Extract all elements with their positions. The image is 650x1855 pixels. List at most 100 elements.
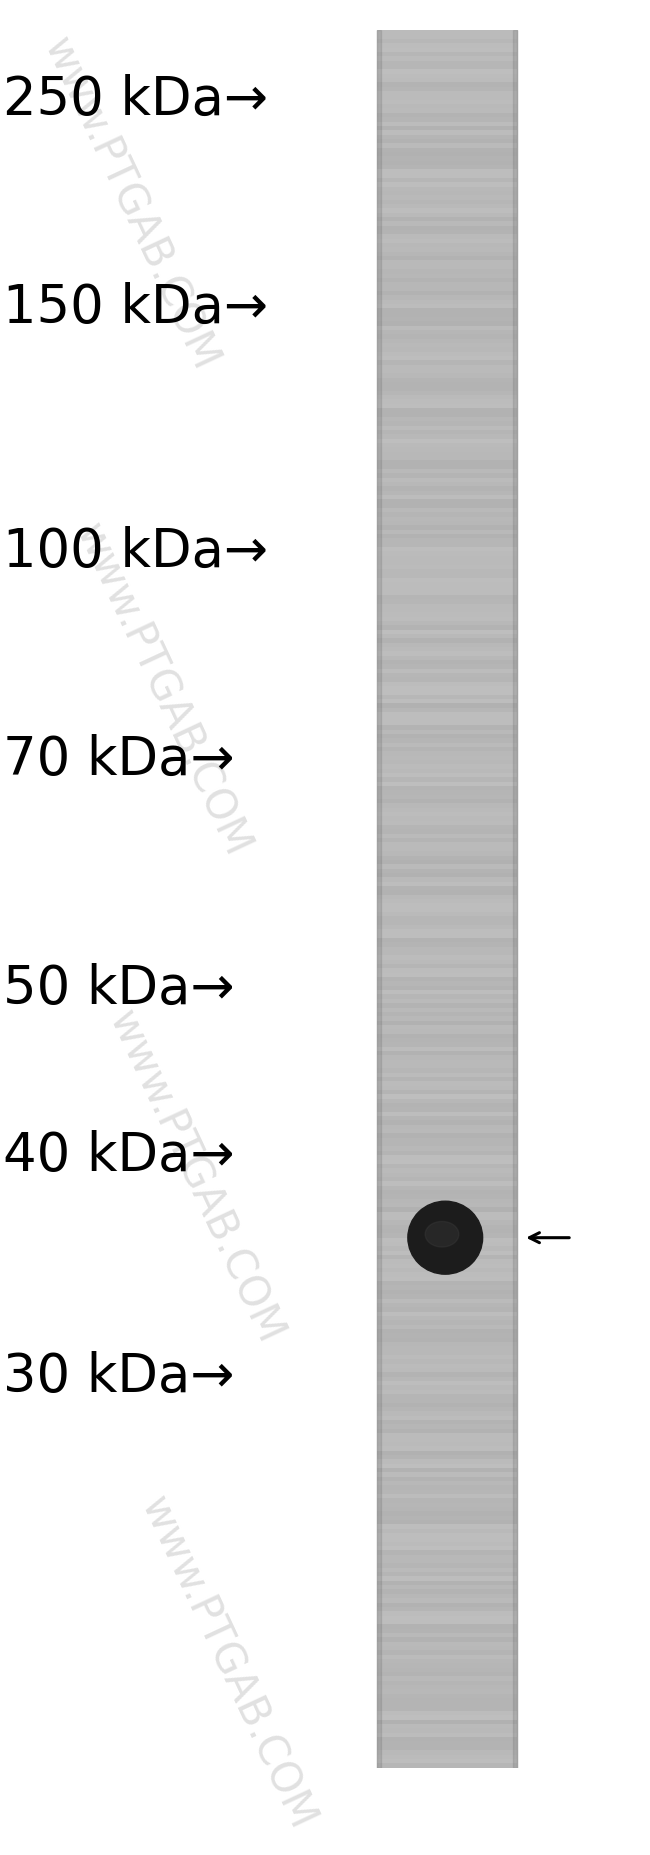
Bar — [377, 1593, 517, 1599]
Bar — [377, 1007, 517, 1011]
Bar — [377, 1542, 517, 1545]
Bar — [377, 1376, 517, 1380]
Bar — [377, 933, 517, 939]
Text: www.PTGAB.COM: www.PTGAB.COM — [99, 1004, 291, 1350]
Bar — [377, 43, 517, 48]
Bar — [377, 1243, 517, 1247]
Bar — [377, 1545, 517, 1551]
Bar — [377, 1078, 517, 1081]
Bar — [377, 1247, 517, 1250]
Bar — [377, 425, 517, 430]
Bar — [377, 117, 517, 122]
Bar — [377, 200, 517, 204]
Bar — [377, 1020, 517, 1024]
Bar — [377, 1486, 517, 1490]
Bar — [377, 256, 517, 260]
Bar — [377, 764, 517, 768]
Bar — [377, 1573, 517, 1577]
Bar — [377, 82, 517, 87]
Bar — [377, 642, 517, 647]
Bar — [377, 651, 517, 655]
Bar — [377, 1269, 517, 1273]
Bar — [377, 1363, 517, 1367]
Bar — [377, 638, 517, 642]
Bar — [377, 712, 517, 716]
Bar — [377, 1703, 517, 1707]
Bar — [377, 851, 517, 855]
Text: 150 kDa→: 150 kDa→ — [3, 282, 268, 334]
Bar — [377, 1506, 517, 1512]
Bar — [377, 39, 517, 43]
Bar — [377, 343, 517, 347]
Text: 100 kDa→: 100 kDa→ — [3, 525, 268, 577]
Bar — [377, 1746, 517, 1749]
Bar — [377, 1723, 517, 1729]
Bar — [377, 30, 517, 1768]
Bar — [377, 1059, 517, 1065]
Bar — [377, 1030, 517, 1033]
Bar — [377, 825, 517, 829]
Bar — [377, 404, 517, 408]
Bar — [377, 304, 517, 308]
Bar — [377, 890, 517, 894]
Bar — [377, 126, 517, 130]
Bar — [377, 477, 517, 482]
Bar — [377, 1263, 517, 1269]
Bar — [377, 1697, 517, 1703]
Bar — [377, 1434, 517, 1438]
Bar — [377, 1632, 517, 1638]
Bar — [377, 1460, 517, 1464]
Bar — [377, 395, 517, 399]
Bar — [377, 1629, 517, 1632]
Bar — [377, 952, 517, 955]
Bar — [377, 148, 517, 152]
Bar — [377, 230, 517, 234]
Bar — [377, 265, 517, 269]
Bar — [377, 505, 517, 508]
Bar — [377, 913, 517, 916]
Bar — [377, 252, 517, 256]
Bar — [377, 130, 517, 135]
Bar — [377, 1749, 517, 1755]
Bar — [377, 1146, 517, 1150]
Bar — [377, 382, 517, 386]
Bar — [377, 1586, 517, 1590]
Bar — [377, 169, 517, 174]
Bar — [377, 1321, 517, 1324]
Bar — [377, 709, 517, 712]
Bar — [377, 1311, 517, 1315]
Text: 30 kDa→: 30 kDa→ — [3, 1350, 235, 1402]
Bar — [377, 1655, 517, 1658]
Bar — [377, 1580, 517, 1586]
Bar — [513, 30, 517, 1768]
Bar — [377, 525, 517, 531]
Bar — [377, 874, 517, 877]
Bar — [377, 1612, 517, 1616]
Bar — [377, 1651, 517, 1655]
Bar — [377, 291, 517, 295]
Bar — [377, 174, 517, 178]
Bar — [377, 1386, 517, 1389]
Bar — [377, 217, 517, 221]
Bar — [377, 686, 517, 690]
Bar — [377, 226, 517, 230]
Bar — [377, 900, 517, 903]
Bar — [377, 365, 517, 369]
Bar — [377, 1072, 517, 1078]
Bar — [377, 1389, 517, 1395]
Bar — [377, 768, 517, 774]
Bar — [377, 135, 517, 139]
Bar — [377, 469, 517, 473]
Bar — [377, 1098, 517, 1104]
Bar — [377, 1395, 517, 1399]
Bar — [377, 868, 517, 874]
Bar — [377, 347, 517, 352]
Bar — [377, 544, 517, 547]
Bar — [377, 221, 517, 226]
Bar — [377, 1286, 517, 1289]
Bar — [377, 234, 517, 239]
Ellipse shape — [425, 1221, 459, 1247]
Bar — [377, 412, 517, 417]
Bar — [377, 1516, 517, 1519]
Bar — [377, 1302, 517, 1308]
